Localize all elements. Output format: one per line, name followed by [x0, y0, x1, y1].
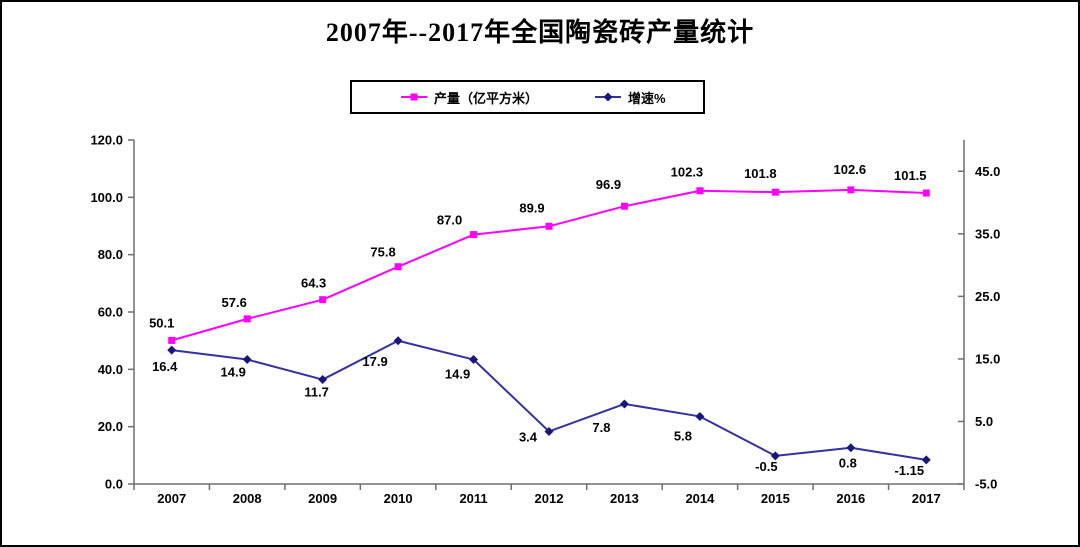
- data-label: -1.15: [894, 463, 924, 478]
- diamond-marker-icon: [469, 355, 479, 365]
- svg-text:2014: 2014: [685, 491, 715, 506]
- svg-text:2010: 2010: [384, 491, 413, 506]
- diamond-marker-icon: [167, 345, 177, 355]
- data-label: 57.6: [222, 295, 247, 310]
- diamond-marker-icon: [242, 355, 252, 365]
- data-label: 7.8: [592, 420, 610, 435]
- right-axis-ticks: -5.0 5.0 15.0 25.0 35.0 45.0: [958, 164, 1000, 492]
- data-label: 87.0: [437, 213, 462, 228]
- svg-text:2008: 2008: [233, 491, 262, 506]
- growth-line-diamond-marker-icon: [594, 91, 622, 103]
- svg-text:-5.0: -5.0: [975, 477, 997, 492]
- svg-text:15.0: 15.0: [975, 351, 1000, 366]
- data-label: 75.8: [370, 245, 395, 260]
- svg-text:2015: 2015: [761, 491, 790, 506]
- data-label: 5.8: [674, 428, 692, 443]
- svg-text:2012: 2012: [535, 491, 564, 506]
- legend-label-production: 产量（亿平方米）: [434, 90, 539, 106]
- svg-text:45.0: 45.0: [975, 164, 1000, 179]
- square-marker-icon: [545, 222, 553, 230]
- chart-title: 2007年--2017年全国陶瓷砖产量统计: [325, 18, 755, 47]
- growth-series: 16.4 14.9 11.7 17.9 14.9 3.4 7.8 5.8 -0.5 0.8 -1.1…: [152, 336, 931, 478]
- svg-text:40.0: 40.0: [98, 362, 123, 377]
- svg-text:20.0: 20.0: [98, 419, 123, 434]
- square-marker-icon: [847, 186, 855, 194]
- data-label: 101.5: [894, 168, 927, 183]
- left-axis-ticks: 0.0 20.0 40.0 60.0 80.0 100.0 120.0: [90, 133, 134, 492]
- data-label: 14.9: [445, 367, 470, 382]
- svg-text:2007: 2007: [157, 491, 186, 506]
- production-series: 50.1 57.6 64.3 75.8 87.0 89.9 96.9 102.3 101.8 10…: [149, 162, 930, 344]
- diamond-marker-icon: [544, 426, 554, 436]
- data-label: 11.7: [304, 385, 329, 400]
- diamond-marker-icon: [921, 455, 931, 465]
- data-label: 102.3: [671, 165, 704, 180]
- data-label: 101.8: [744, 166, 777, 181]
- data-label: 64.3: [301, 276, 326, 291]
- square-marker-icon: [243, 315, 251, 323]
- legend: 产量（亿平方米） 增速%: [350, 80, 705, 114]
- production-line-square-marker-icon: [400, 91, 428, 103]
- square-marker-icon: [394, 263, 402, 271]
- data-label: 0.8: [839, 456, 857, 471]
- square-marker-icon: [696, 187, 704, 195]
- svg-text:80.0: 80.0: [98, 247, 123, 262]
- square-marker-icon: [319, 296, 327, 304]
- svg-text:2016: 2016: [836, 491, 865, 506]
- legend-label-growth: 增速%: [628, 90, 666, 106]
- svg-text:2013: 2013: [610, 491, 639, 506]
- data-label: 50.1: [149, 315, 174, 330]
- square-marker-icon: [771, 188, 779, 196]
- data-label: 16.4: [152, 359, 178, 374]
- diamond-marker-icon: [846, 443, 856, 453]
- diamond-marker-icon: [393, 336, 403, 346]
- svg-text:2011: 2011: [459, 491, 487, 506]
- data-label: 3.4: [519, 429, 538, 444]
- svg-text:0.0: 0.0: [105, 477, 123, 492]
- legend-item-growth: 增速%: [594, 88, 666, 107]
- data-label: 89.9: [519, 200, 544, 215]
- data-label: 96.9: [596, 177, 621, 192]
- data-label: -0.5: [755, 459, 777, 474]
- svg-text:120.0: 120.0: [90, 133, 123, 148]
- svg-text:5.0: 5.0: [975, 414, 993, 429]
- diamond-marker-icon: [619, 399, 629, 409]
- diamond-marker-icon: [318, 375, 328, 385]
- diamond-marker-icon: [770, 451, 780, 461]
- data-label: 102.6: [834, 162, 867, 177]
- svg-text:2017: 2017: [912, 491, 941, 506]
- svg-text:35.0: 35.0: [975, 226, 1000, 241]
- data-label: 14.9: [221, 365, 246, 380]
- data-label: 17.9: [362, 354, 387, 369]
- svg-text:2009: 2009: [308, 491, 337, 506]
- svg-text:25.0: 25.0: [975, 289, 1000, 304]
- x-axis-ticks: 2007 2008 2009 2010 2011 2012 2013 2014 2015 2016…: [133, 484, 965, 506]
- svg-text:100.0: 100.0: [90, 190, 123, 205]
- square-marker-icon: [470, 231, 478, 239]
- square-marker-icon: [168, 336, 176, 344]
- legend-item-production: 产量（亿平方米）: [400, 88, 538, 107]
- square-marker-icon: [620, 202, 628, 210]
- svg-text:60.0: 60.0: [98, 305, 123, 320]
- square-marker-icon: [922, 189, 930, 197]
- diamond-marker-icon: [695, 411, 705, 421]
